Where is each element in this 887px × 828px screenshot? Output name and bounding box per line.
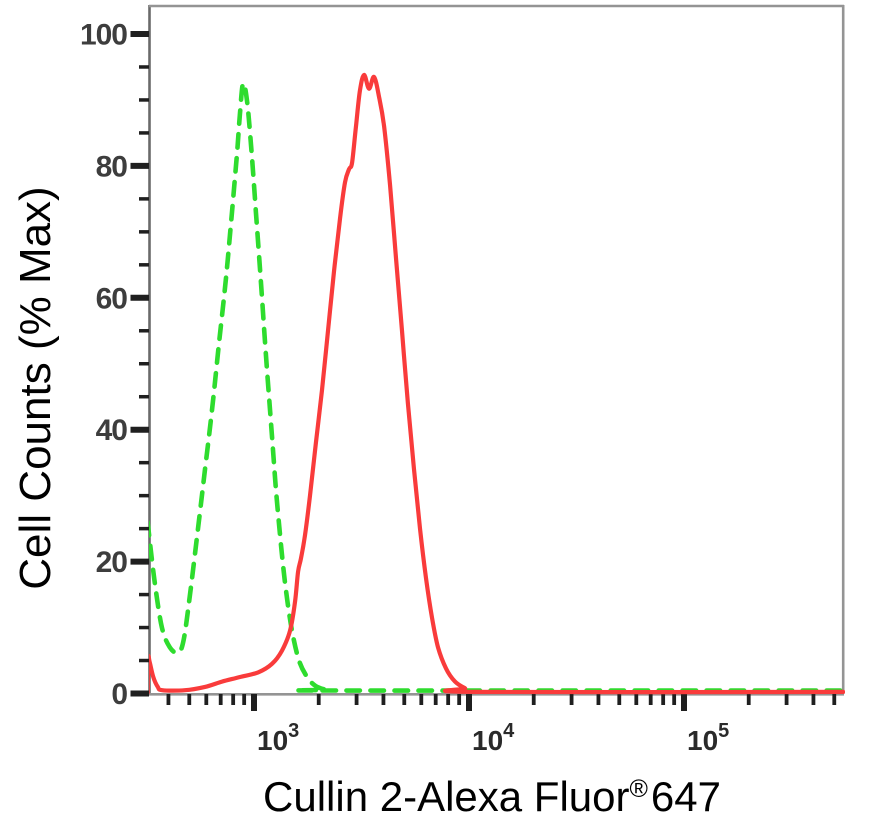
x-axis-ticks bbox=[166, 694, 837, 711]
x-tick-label: 103 bbox=[257, 720, 299, 756]
x-axis-title-text: Cullin 2-Alexa Fluor bbox=[263, 773, 630, 820]
y-tick-label: 20 bbox=[96, 546, 128, 579]
control-curve-green-dashed bbox=[149, 80, 845, 693]
y-tick-label: 60 bbox=[96, 282, 128, 315]
x-axis-title: Cullin 2-Alexa Fluor®647 bbox=[263, 773, 721, 821]
antibody-curve-red-solid bbox=[149, 72, 845, 695]
x-axis-title-number: 647 bbox=[650, 773, 721, 820]
y-axis-tick-labels: 100 80 60 40 20 0 bbox=[80, 19, 128, 712]
x-axis-tick-labels: 103 104 105 bbox=[257, 720, 729, 756]
y-tick-label: 80 bbox=[96, 150, 128, 183]
y-axis-ticks bbox=[130, 31, 149, 697]
y-tick-label: 100 bbox=[80, 19, 127, 52]
x-tick-label: 104 bbox=[472, 720, 515, 756]
histogram-curves bbox=[149, 72, 845, 695]
x-tick-label: 105 bbox=[687, 720, 729, 756]
plot-frame bbox=[148, 4, 845, 696]
registered-trademark-icon: ® bbox=[629, 775, 648, 803]
y-tick-label: 0 bbox=[111, 678, 127, 711]
y-axis-title: Cell Counts (% Max) bbox=[11, 186, 60, 590]
y-tick-label: 40 bbox=[96, 414, 128, 447]
